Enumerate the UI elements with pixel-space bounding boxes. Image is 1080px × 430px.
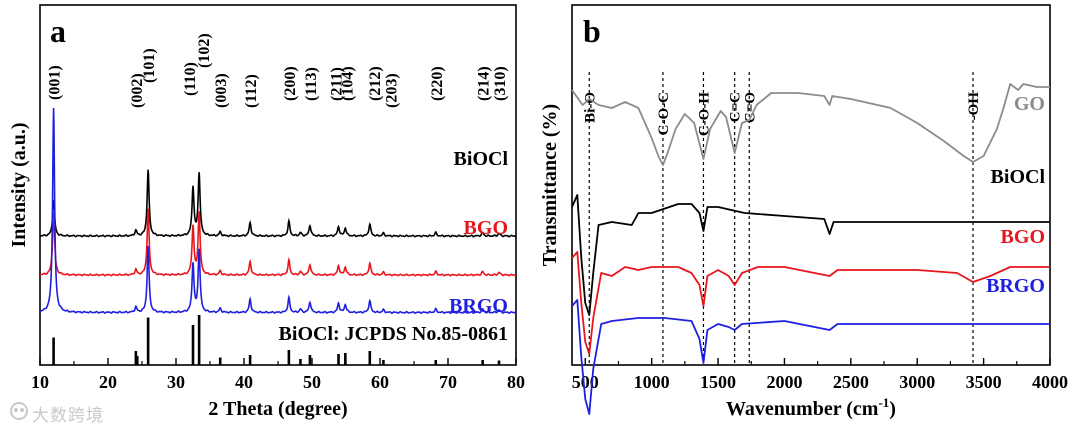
panel-b-legend-bgo: BGO: [1001, 226, 1045, 248]
panel-a-peak-label: (110): [182, 62, 199, 96]
panel-b-series: GO BiOCl BGO BRGO: [571, 83, 1050, 415]
panel-a-peak-label: (214): [476, 66, 493, 101]
panel-a-peak-label: (211): [329, 67, 346, 101]
panel-a-x-tick-label: 40: [235, 372, 253, 392]
panel-b-x-tick-label: 500: [572, 372, 599, 392]
panel-a-legend-biocl: BiOCl: [454, 148, 509, 170]
panel-a-peak-label: (220): [429, 66, 446, 101]
panel-b-x-tick-label: 2000: [766, 372, 802, 392]
panel-b-band-label: C-O-C: [656, 92, 672, 135]
panel-b-band-label: C=C: [728, 92, 744, 122]
panel-b-x-axis-label-sup: -1: [878, 395, 889, 410]
panel-b-band-label: C=O: [742, 92, 758, 123]
panel-a-series-line-brgo: [39, 107, 517, 315]
panel-a-peak-label: (001): [47, 65, 64, 100]
panel-a-reference: BiOCl: JCPDS No.85-0861: [52, 315, 508, 365]
panel-a-x-tick-label: 80: [507, 372, 525, 392]
panel-a-x-tick-label: 10: [31, 372, 49, 392]
panel-a-series-line-bgo: [39, 208, 517, 277]
panel-a-peak-label: (310): [492, 66, 509, 101]
panel-b-series-line-brgo: [571, 299, 1050, 415]
watermark: 大数跨境: [8, 398, 158, 426]
panel-a-legend-brgo: BRGO: [449, 295, 508, 317]
panel-b-y-axis-label: Transmittance (%): [539, 104, 561, 266]
panel-b-x-tick-label: 1500: [700, 372, 736, 392]
panel-a-x-tick-label: 60: [371, 372, 389, 392]
panel-a-peak-label: (101): [141, 48, 158, 83]
panel-a-peak-label: (104): [339, 66, 356, 101]
panel-a-x-tick-label: 50: [303, 372, 321, 392]
watermark-logo-icon: [10, 402, 28, 420]
panel-b-x-axis-label-end: ): [889, 398, 896, 420]
panel-b-label: b: [583, 13, 601, 49]
panel-b-band-label: C-O-H: [696, 92, 712, 136]
panel-a: a 2 Theta (degree) Intensity (a.u.) 10 20…: [8, 4, 525, 420]
panel-a-x-tick-label: 30: [167, 372, 185, 392]
panel-a-series: BiOCl BGO BRGO: [39, 107, 517, 317]
panel-a-peak-label: (212): [367, 66, 384, 101]
panel-a-peak-label: (002): [129, 73, 146, 108]
panel-a-peak-label: (112): [243, 74, 260, 108]
panel-b-legend-brgo: BRGO: [986, 275, 1045, 297]
panel-a-legend-bgo: BGO: [464, 217, 508, 239]
panel-b-frame: [571, 4, 1051, 366]
panel-b-band-markers: Bi-O C-O-C C-O-H C=CC=O -OH: [582, 72, 982, 365]
panel-b-legend-biocl: BiOCl: [991, 166, 1046, 188]
panel-b-series-line-go: [571, 83, 1050, 166]
panel-a-frame: [39, 4, 517, 366]
panel-b-x-tick-label: 3500: [966, 372, 1002, 392]
panel-a-series-line-biocl: [39, 169, 517, 238]
panel-a-x-axis-label: 2 Theta (degree): [208, 398, 347, 420]
panel-b-x-axis-label-main: Wavenumber (cm: [726, 398, 879, 420]
panel-b-band-label: Bi-O: [582, 92, 598, 123]
panel-a-peak-label: (003): [213, 73, 230, 108]
panel-b-band-label: -OH: [966, 92, 982, 121]
panel-b-x-tick-label: 1000: [634, 372, 670, 392]
panel-a-label: a: [50, 13, 66, 49]
panel-a-x-tick-label: 20: [99, 372, 117, 392]
panel-a-x-tick-label: 70: [439, 372, 457, 392]
panel-a-reference-label: BiOCl: JCPDS No.85-0861: [279, 323, 508, 345]
panel-a-ticks: 10 20 30 40 50 60 70 80: [31, 358, 525, 392]
panel-b-ticks: 500 1000 1500 2000 2500 3000 3500 4000: [572, 358, 1068, 392]
panel-a-peak-label: (203): [383, 73, 400, 108]
panel-a-y-axis-label: Intensity (a.u.): [8, 122, 30, 247]
panel-a-peak-label: (102): [196, 33, 213, 68]
panel-b-series-line-biocl: [571, 194, 1050, 316]
panel-b-legend-go: GO: [1014, 93, 1045, 115]
panel-b-x-tick-label: 4000: [1032, 372, 1068, 392]
panel-a-peak-label: (113): [303, 67, 320, 101]
panel-b-series-line-bgo: [571, 251, 1050, 355]
panel-a-peak-labels: (001) (002)(101) (110)(102)(003) (112) (200)…: [47, 33, 509, 108]
watermark-text: 大数跨境: [32, 406, 104, 426]
panel-b-x-tick-label: 3000: [899, 372, 935, 392]
panel-b: b Wavenumber (cm-1) Transmittance (%) 50…: [539, 4, 1068, 420]
panel-a-peak-label: (200): [282, 66, 299, 101]
panel-b-x-tick-label: 2500: [833, 372, 869, 392]
panel-b-x-axis-label: Wavenumber (cm-1): [726, 395, 896, 420]
